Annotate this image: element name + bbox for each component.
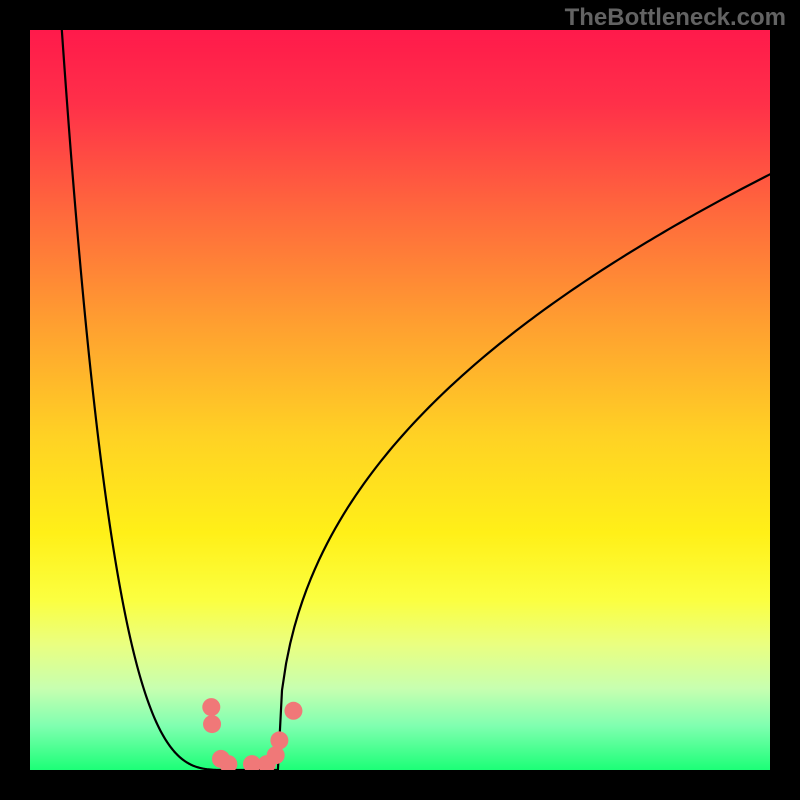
watermark-text: TheBottleneck.com	[565, 4, 786, 32]
plot-svg	[30, 30, 770, 770]
plot-area	[30, 30, 770, 770]
gradient-background	[30, 30, 770, 770]
data-marker	[202, 698, 220, 716]
data-marker	[270, 731, 288, 749]
data-marker	[203, 715, 221, 733]
data-marker	[284, 702, 302, 720]
